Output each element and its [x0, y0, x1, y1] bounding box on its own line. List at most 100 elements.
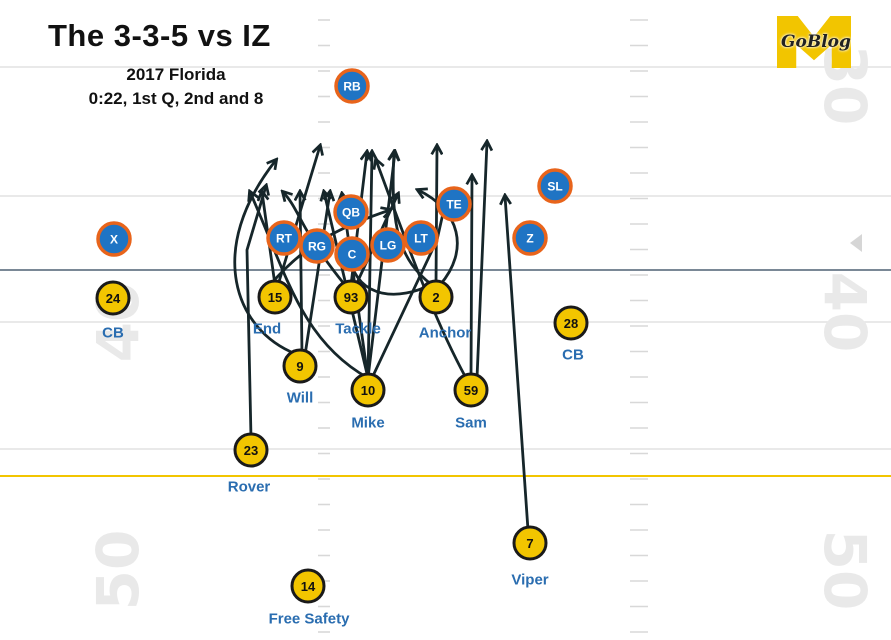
defense-marker: [553, 305, 589, 341]
sam-route-2: [475, 142, 487, 380]
defense-position-label: End: [253, 321, 281, 338]
mike-route-5: [250, 192, 370, 380]
offense-player-rb: RB: [334, 68, 370, 104]
offense-label: X: [110, 233, 118, 247]
offense-marker: [370, 227, 406, 263]
offense-marker: [266, 220, 302, 256]
defense-marker: [350, 372, 386, 408]
offense-marker: [333, 194, 369, 230]
defense-player-cb-right: 28 CB: [553, 305, 589, 364]
defense-player-tackle: 93 Tackle: [333, 279, 381, 338]
yard-lines: [0, 19, 891, 633]
offense-label: LT: [414, 232, 428, 246]
yard-arrow: [850, 234, 862, 252]
logo-text: GoBlog: [781, 32, 851, 52]
defense-marker: [333, 279, 369, 315]
defense-number: 59: [464, 383, 478, 398]
defense-number: 7: [526, 536, 533, 551]
game-subtitle: 2017 Florida: [126, 65, 226, 84]
offense-player-te: TE: [436, 186, 472, 222]
offense-player-sl: SL: [537, 168, 573, 204]
anchor-route-1: [436, 146, 437, 287]
offense-player-rt: RT: [266, 220, 302, 256]
tackle-route-2: [283, 192, 347, 287]
offense-marker: [299, 228, 335, 264]
defense-position-label: Rover: [228, 479, 271, 496]
offense-label: C: [348, 248, 357, 262]
offense-player-rg: RG: [299, 228, 335, 264]
defense-position-label: Anchor: [419, 325, 472, 342]
defense-number: 10: [361, 383, 375, 398]
defense-player-will: 9 Will: [282, 348, 318, 407]
defense-player-viper: 7 Viper: [511, 525, 549, 589]
offense-label: RG: [308, 240, 326, 254]
defense-player-free-safety: 14 Free Safety: [269, 568, 351, 628]
offense-marker: [96, 221, 132, 257]
yard-number: 50: [84, 530, 152, 611]
situation-subtitle: 0:22, 1st Q, 2nd and 8: [88, 89, 264, 108]
offense-marker: [403, 220, 439, 256]
page-title: The 3-3-5 vs IZ: [48, 18, 271, 53]
defense-player-sam: 59 Sam: [453, 372, 489, 432]
defense-player-mike: 10 Mike: [350, 372, 386, 432]
offense-marker: [512, 220, 548, 256]
offense-player-lg: LG: [370, 227, 406, 263]
sam-route-1: [471, 176, 472, 380]
defense-number: 14: [301, 579, 316, 594]
offense-label: SL: [547, 180, 562, 194]
defense-position-label: Tackle: [335, 321, 381, 338]
defense-players: 24 CB 15 End 93 Tackle 2 Anchor 28 CB 9 Will 10 Mike 5…: [95, 279, 589, 628]
viper-route: [505, 196, 530, 532]
mike-route-4: [366, 152, 395, 380]
defense-number: 15: [268, 290, 282, 305]
defense-player-end: 15 End: [253, 279, 293, 338]
defense-player-cb-left: 24 CB: [95, 280, 131, 342]
offense-label: Z: [526, 232, 533, 246]
offense-player-x: X: [96, 221, 132, 257]
anchor-route-3: [418, 190, 459, 287]
defense-number: 24: [106, 291, 121, 306]
offense-marker: [537, 168, 573, 204]
offense-player-lt: LT: [403, 220, 439, 256]
defense-marker: [233, 432, 269, 468]
defense-number: 2: [432, 290, 439, 305]
defense-position-label: Viper: [511, 572, 548, 589]
offense-label: QB: [342, 206, 360, 220]
defense-player-rover: 23 Rover: [228, 432, 271, 496]
defense-number: 23: [244, 443, 258, 458]
defense-position-label: Mike: [351, 415, 384, 432]
yard-number: 40: [811, 272, 879, 353]
defense-position-label: CB: [102, 325, 124, 342]
defense-marker: [453, 372, 489, 408]
defense-marker: [282, 348, 318, 384]
defense-number: 93: [344, 290, 358, 305]
offense-label: RB: [343, 80, 361, 94]
defense-position-label: CB: [562, 347, 584, 364]
defense-marker: [512, 525, 548, 561]
rover-route: [245, 186, 266, 440]
defense-number: 28: [564, 316, 578, 331]
defense-marker: [418, 279, 454, 315]
offense-player-z: Z: [512, 220, 548, 256]
mike-route-3: [368, 152, 372, 380]
offense-player-c: C: [334, 236, 370, 272]
defense-position-label: Sam: [455, 415, 487, 432]
will-route-3: [303, 192, 330, 357]
defense-position-label: Free Safety: [269, 611, 351, 628]
defense-number: 9: [296, 359, 303, 374]
offense-marker: [436, 186, 472, 222]
offense-players: RB QB TE SL X RT RG C LG LT Z: [96, 68, 573, 272]
defense-marker: [95, 280, 131, 316]
offense-label: LG: [380, 239, 397, 253]
offense-label: TE: [446, 198, 461, 212]
goblog-logo: GoBlog: [777, 16, 851, 68]
offense-marker: [334, 236, 370, 272]
defense-marker: [257, 279, 293, 315]
defense-marker: [290, 568, 326, 604]
offense-marker: [334, 68, 370, 104]
yard-number: 50: [811, 530, 879, 611]
defense-player-anchor: 2 Anchor: [418, 279, 472, 342]
offense-player-qb: QB: [333, 194, 369, 230]
